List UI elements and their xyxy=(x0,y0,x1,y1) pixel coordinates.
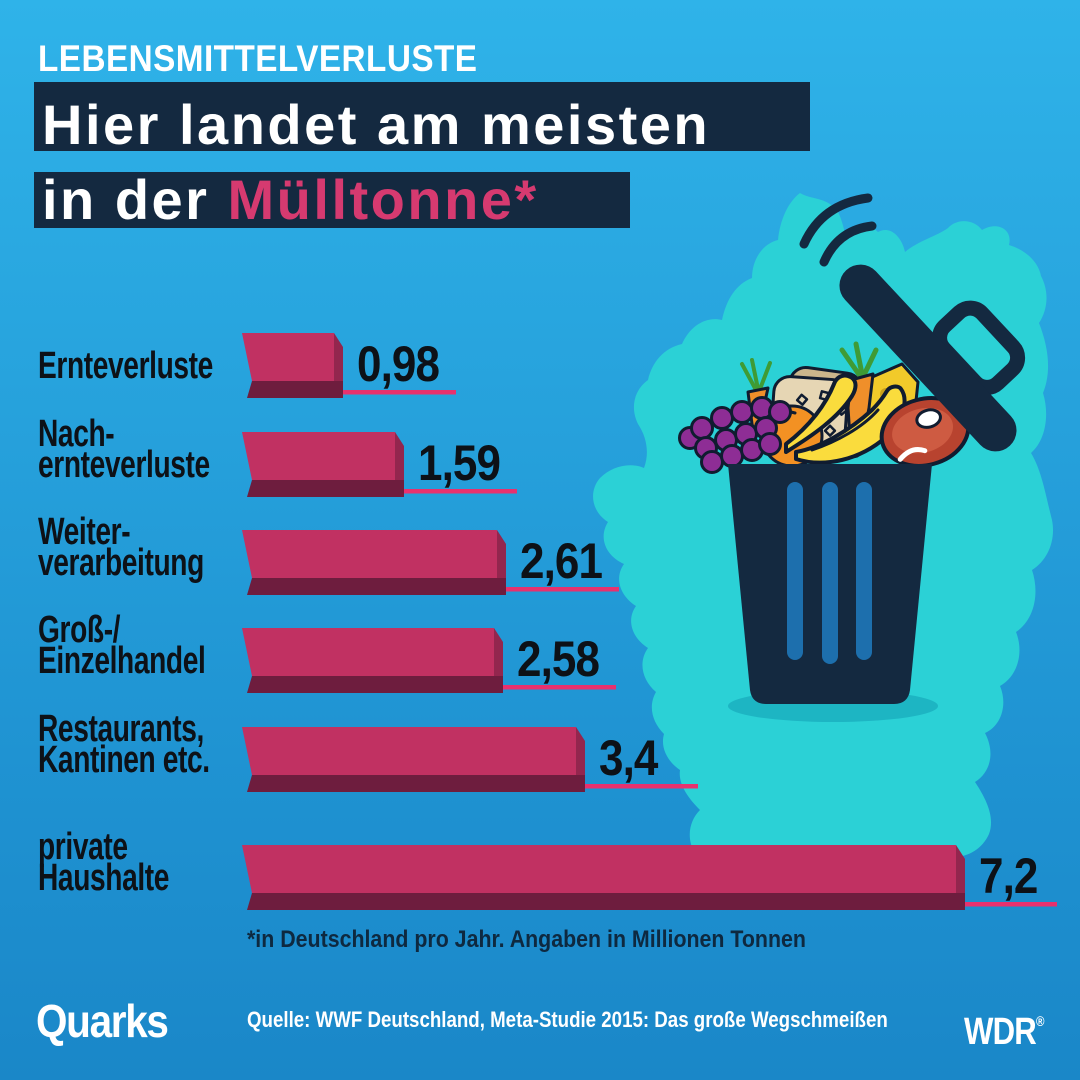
bar-value-text: 0,98 xyxy=(357,336,440,392)
bar-value: 1,59 xyxy=(418,438,511,488)
bar-label-text: ernteverluste xyxy=(38,443,210,486)
source-text: Quelle: WWF Deutschland, Meta-Studie 201… xyxy=(247,1007,888,1032)
bar-label-line: Ernteverluste xyxy=(38,344,274,387)
bar-side xyxy=(956,845,965,893)
bar-depth xyxy=(247,676,503,693)
bar-underline xyxy=(585,784,698,789)
bar-label-text: Haushalte xyxy=(38,856,170,899)
bar-label-line: Groß-/ xyxy=(38,608,149,651)
grapes-icon xyxy=(678,396,792,474)
bar-underline xyxy=(404,489,517,494)
title-line-2-highlight: Mülltonne* xyxy=(227,168,539,231)
title-line-2-prefix: in der xyxy=(42,168,228,231)
wdr-logo: WDR® xyxy=(964,1002,1062,1051)
quarks-logo-text: Quarks xyxy=(36,995,169,1047)
bar-label-text: Groß-/ xyxy=(38,608,121,651)
bar-depth xyxy=(247,480,404,497)
chart-footnote: *in Deutschland pro Jahr. Angaben in Mil… xyxy=(247,927,875,953)
bar-label-text: Kantinen etc. xyxy=(38,738,210,781)
trash-can-stripes xyxy=(787,482,872,664)
bar-value-text: 7,2 xyxy=(979,848,1038,904)
bar-label-line: verarbeitung xyxy=(38,541,262,584)
bar-label-text: Einzelhandel xyxy=(38,639,206,682)
bar-value: 3,4 xyxy=(599,733,666,783)
bar-front xyxy=(242,845,956,893)
bar-label-line: Nach- xyxy=(38,412,141,455)
title-line-1: Hier landet am meisten xyxy=(42,93,711,156)
quarks-logo: Quarks xyxy=(36,998,186,1044)
bar-front xyxy=(242,628,494,676)
bar-label-line: Kantinen etc. xyxy=(38,738,270,781)
bar-underline xyxy=(965,902,1057,907)
bar-value-text: 2,61 xyxy=(520,533,603,589)
bar-depth xyxy=(247,893,965,910)
banana-icon xyxy=(784,373,907,465)
bar-value-text: 3,4 xyxy=(599,730,658,786)
bar-label-line: Weiter- xyxy=(38,510,163,553)
bar-value-text: 2,58 xyxy=(517,631,600,687)
bar-underline xyxy=(503,685,616,690)
bar-depth xyxy=(247,381,343,398)
bar-front xyxy=(242,530,497,578)
bar-label-text: verarbeitung xyxy=(38,541,204,584)
kicker-text: LEBENSMITTELVERLUSTE xyxy=(38,38,478,79)
source-line: Quelle: WWF Deutschland, Meta-Studie 201… xyxy=(247,1008,1001,1032)
bar-front xyxy=(242,432,395,480)
bar-front xyxy=(242,333,334,381)
bar-label-line: private xyxy=(38,825,159,868)
bar-label-line: Haushalte xyxy=(38,856,215,899)
title-highlight-box-2 xyxy=(34,172,630,228)
bar-value-text: 1,59 xyxy=(418,435,501,491)
bar-side xyxy=(576,727,585,775)
title-highlight-box-1 xyxy=(34,82,810,151)
trash-lid-icon xyxy=(839,264,1026,452)
bar-depth xyxy=(247,775,585,792)
bar-label-text: Ernteverluste xyxy=(38,344,213,387)
motion-arcs-icon xyxy=(799,193,877,267)
bar-side xyxy=(494,628,503,676)
trash-can-stripe xyxy=(822,482,838,664)
title-line-2: in der Mülltonne* xyxy=(42,172,539,228)
registered-mark: ® xyxy=(1035,1013,1045,1029)
bar-value: 2,58 xyxy=(517,634,610,684)
bar-label-line: Einzelhandel xyxy=(38,639,264,682)
bar-label-text: Weiter- xyxy=(38,510,131,553)
bar-side xyxy=(334,333,343,381)
bar-label-text: Nach- xyxy=(38,412,115,455)
bar-front xyxy=(242,727,576,775)
trash-can-stripe xyxy=(787,482,803,660)
meat-icon xyxy=(879,396,971,468)
bar-label-line: Restaurants, xyxy=(38,707,262,750)
bar-value: 2,61 xyxy=(520,536,613,586)
bar-underline xyxy=(506,587,619,592)
trash-can-stripe xyxy=(856,482,872,660)
bar-label-line: ernteverluste xyxy=(38,443,270,486)
bar-label-text: Restaurants, xyxy=(38,707,204,750)
bar-underline xyxy=(343,390,456,395)
bar-depth xyxy=(247,578,506,595)
chart-footnote-text: *in Deutschland pro Jahr. Angaben in Mil… xyxy=(247,926,806,953)
bar-side xyxy=(497,530,506,578)
bar-value: 7,2 xyxy=(979,851,1046,901)
food-icons xyxy=(678,341,971,474)
kicker: LEBENSMITTELVERLUSTE xyxy=(38,40,526,77)
bar-side xyxy=(395,432,404,480)
bar-value: 0,98 xyxy=(357,339,450,389)
wdr-logo-text: WDR xyxy=(964,1011,1037,1053)
bar-label-text: private xyxy=(38,825,128,868)
